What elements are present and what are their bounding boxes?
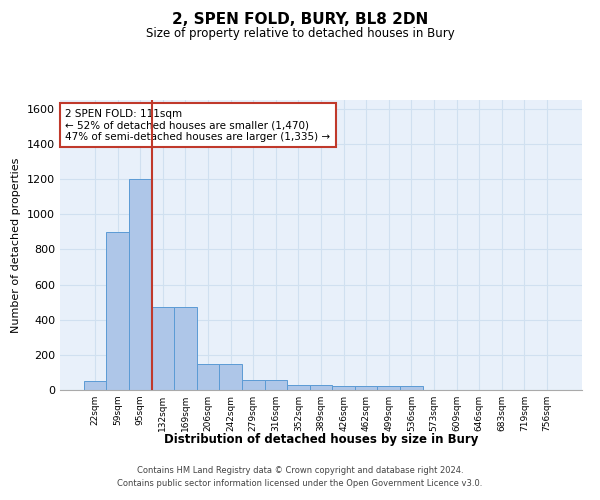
Bar [106, 232, 129, 390]
Bar [400, 386, 422, 390]
Text: Distribution of detached houses by size in Bury: Distribution of detached houses by size … [164, 432, 478, 446]
Bar [242, 380, 265, 390]
Bar [265, 380, 287, 390]
Bar [197, 364, 220, 390]
Bar [174, 308, 197, 390]
Bar [152, 308, 174, 390]
Text: 2 SPEN FOLD: 111sqm
← 52% of detached houses are smaller (1,470)
47% of semi-det: 2 SPEN FOLD: 111sqm ← 52% of detached ho… [65, 108, 331, 142]
Text: Contains HM Land Registry data © Crown copyright and database right 2024.
Contai: Contains HM Land Registry data © Crown c… [118, 466, 482, 487]
Bar [332, 386, 355, 390]
Bar [84, 381, 106, 390]
Bar [220, 364, 242, 390]
Bar [310, 384, 332, 390]
Bar [377, 386, 400, 390]
Bar [287, 384, 310, 390]
Text: Size of property relative to detached houses in Bury: Size of property relative to detached ho… [146, 28, 454, 40]
Text: 2, SPEN FOLD, BURY, BL8 2DN: 2, SPEN FOLD, BURY, BL8 2DN [172, 12, 428, 28]
Bar [129, 179, 152, 390]
Y-axis label: Number of detached properties: Number of detached properties [11, 158, 22, 332]
Bar [355, 386, 377, 390]
